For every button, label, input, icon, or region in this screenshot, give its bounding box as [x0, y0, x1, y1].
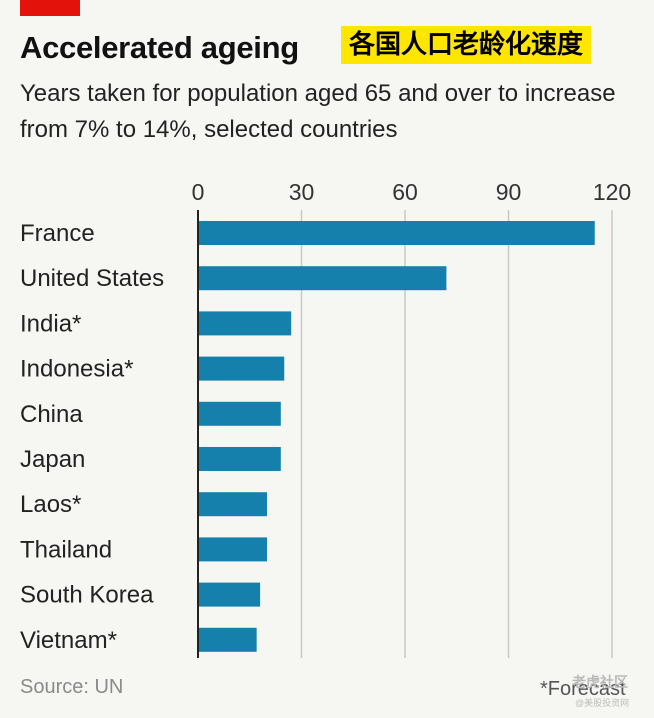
- category-label: Japan: [20, 446, 85, 473]
- bar: [198, 311, 292, 336]
- brand-red-tag: [20, 0, 80, 16]
- chart-subtitle: Years taken for population aged 65 and o…: [20, 80, 616, 143]
- category-label: China: [20, 401, 83, 428]
- x-tick-label: 120: [593, 179, 631, 205]
- category-label: India*: [20, 310, 81, 337]
- axis: 0 30 60 90 120 France United States India* Indon…: [20, 179, 631, 658]
- bar: [198, 582, 261, 607]
- category-label: Vietnam*: [20, 627, 117, 654]
- bar: [198, 356, 285, 381]
- x-tick-label: 90: [496, 179, 522, 205]
- chart-title: Accelerated ageing: [20, 30, 299, 65]
- bar: [198, 537, 267, 562]
- bar: [198, 447, 281, 471]
- source-note: Source: UN: [20, 676, 124, 698]
- category-label: Indonesia*: [20, 356, 133, 383]
- watermark-caption: @美股投资网: [575, 698, 630, 708]
- bars: [198, 221, 595, 652]
- x-tick-label: 0: [192, 179, 205, 205]
- category-label: France: [20, 220, 95, 247]
- bar: [198, 401, 281, 426]
- category-label: United States: [20, 265, 164, 292]
- category-label: Thailand: [20, 536, 112, 563]
- bar: [198, 627, 257, 652]
- watermark-logo: 老虎社区: [572, 674, 628, 690]
- x-tick-label: 30: [289, 179, 315, 205]
- x-tick-label: 60: [392, 179, 418, 205]
- bar: [198, 492, 267, 517]
- forecast-note: *Forecast: [540, 678, 626, 700]
- bar: [198, 221, 595, 245]
- chinese-caption-overlay: 各国人口老龄化速度: [341, 26, 592, 64]
- category-label: Laos*: [20, 491, 81, 518]
- category-label: South Korea: [20, 582, 154, 609]
- bar: [198, 266, 447, 291]
